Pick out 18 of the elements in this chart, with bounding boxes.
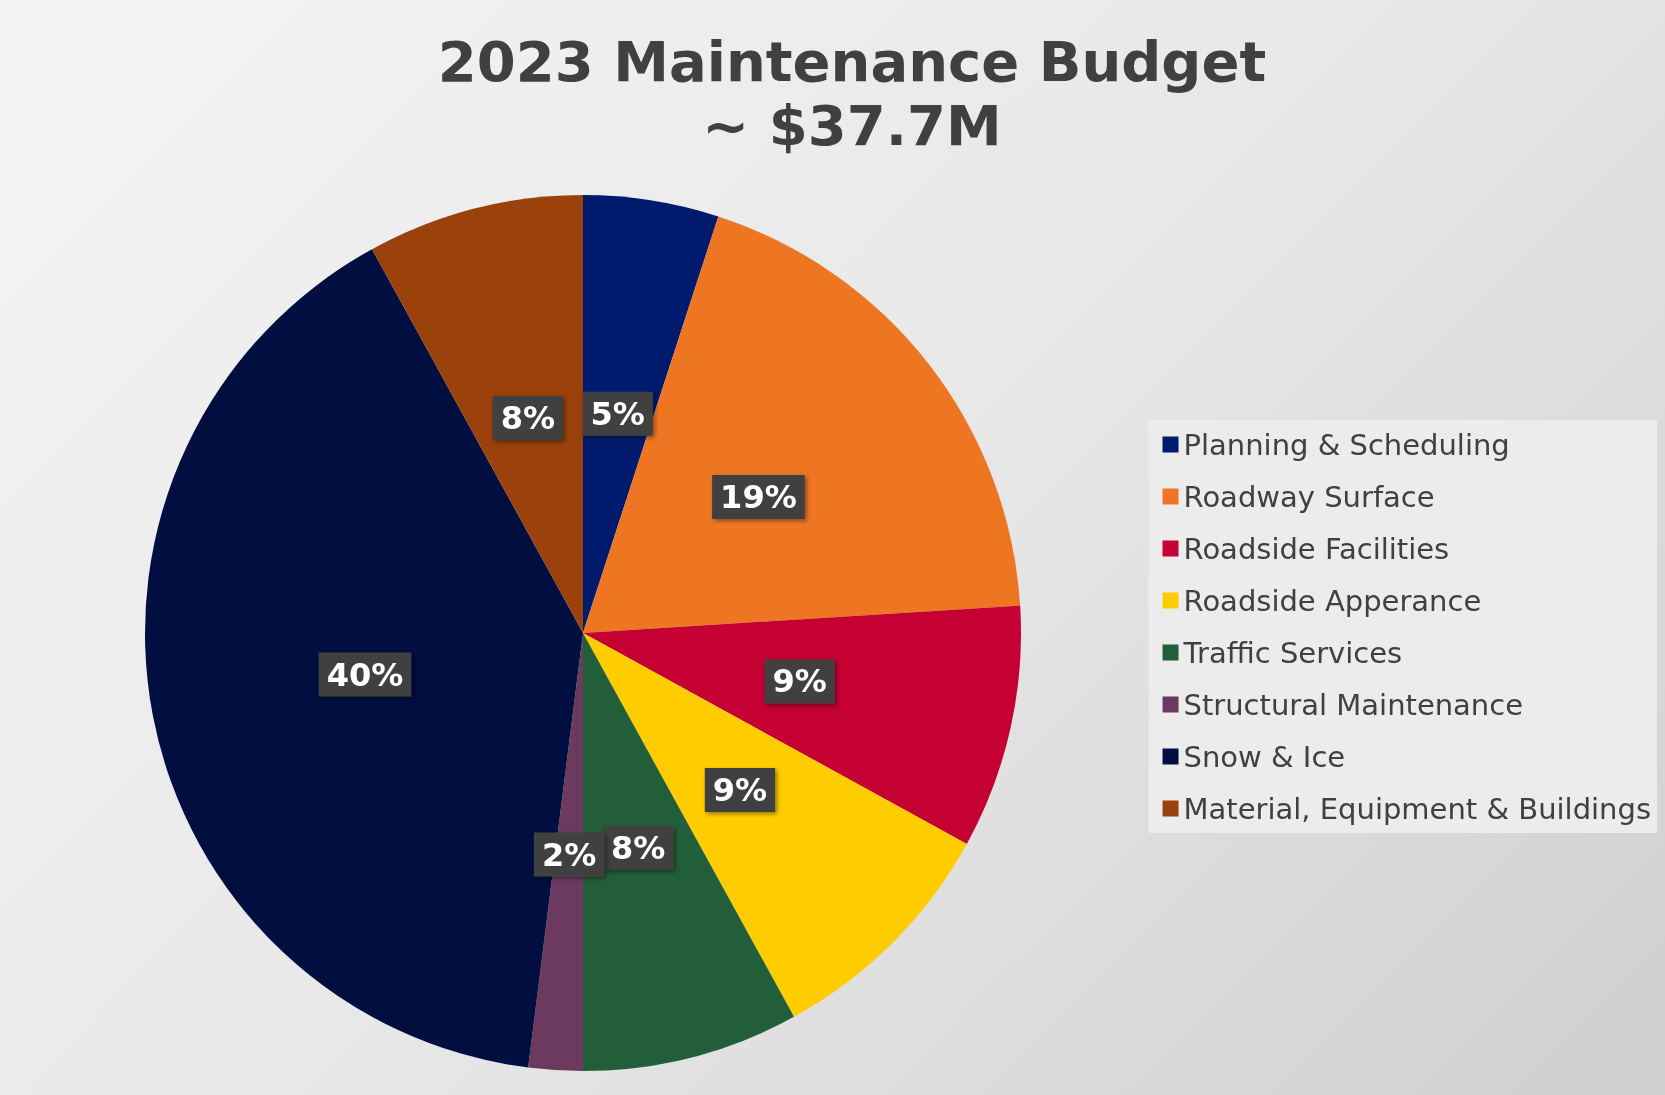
legend-label: Snow & Ice — [1183, 739, 1346, 774]
data-label: 9% — [772, 662, 827, 701]
chart-title: 2023 Maintenance Budget — [437, 28, 1267, 94]
data-label: 8% — [500, 398, 555, 437]
chart-subtitle: ~ $37.7M — [702, 92, 1002, 158]
data-label: 19% — [720, 477, 797, 516]
data-label: 40% — [326, 655, 404, 694]
legend-label: Planning & Scheduling — [1183, 427, 1510, 462]
data-label: 8% — [611, 829, 666, 868]
legend-label: Traffic Services — [1182, 635, 1403, 670]
legend-label: Structural Maintenance — [1183, 687, 1524, 722]
data-label: 9% — [712, 770, 768, 809]
legend-label: Roadway Surface — [1183, 479, 1435, 514]
legend-label: Roadside Apperance — [1183, 583, 1482, 618]
legend-label: Material, Equipment & Buildings — [1183, 791, 1652, 826]
data-label: 2% — [541, 835, 597, 874]
legend-label: Roadside Facilities — [1183, 531, 1450, 566]
data-label: 5% — [590, 394, 645, 433]
